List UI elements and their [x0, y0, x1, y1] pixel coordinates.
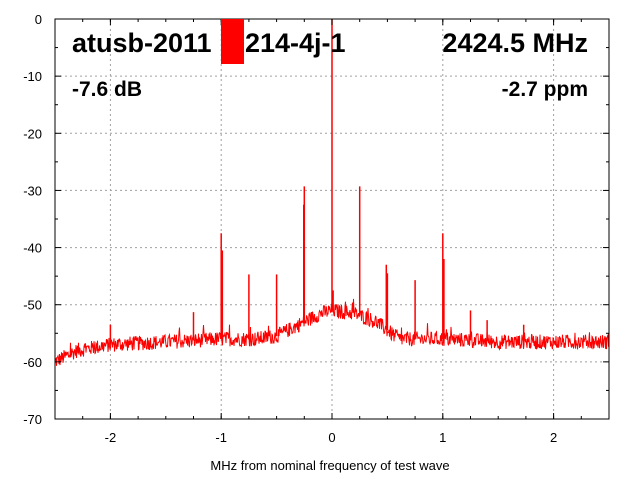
y-tick-label: -70 [23, 412, 42, 427]
sub-left: -7.6 dB [72, 78, 142, 101]
red-marker [221, 19, 244, 64]
title-left-part2: 214-4j-1 [245, 28, 346, 58]
title-left-part1: atusb-2011 [72, 28, 212, 58]
y-tick-label: -10 [23, 69, 42, 84]
x-tick-label: 0 [328, 430, 335, 445]
y-tick-label: -30 [23, 183, 42, 198]
title-right: 2424.5 MHz [442, 28, 588, 58]
y-tick-label: -20 [23, 126, 42, 141]
y-tick-label: -50 [23, 298, 42, 313]
x-tick-label: 2 [550, 430, 557, 445]
sub-right: -2.7 ppm [502, 78, 588, 101]
x-tick-label: 1 [439, 430, 446, 445]
x-axis-label: MHz from nominal frequency of test wave [210, 458, 449, 473]
x-tick-label: -1 [215, 430, 227, 445]
y-tick-label: -40 [23, 241, 42, 256]
spectrum-series [55, 19, 610, 366]
y-tick-label: -60 [23, 355, 42, 370]
y-tick-label: 0 [35, 12, 42, 27]
axis-ticks: -2 -1 0 1 20-10-20-30-40-50-60-70 [23, 12, 610, 445]
x-tick-label: -2 [105, 430, 117, 445]
noise-floor-trace [55, 298, 610, 366]
